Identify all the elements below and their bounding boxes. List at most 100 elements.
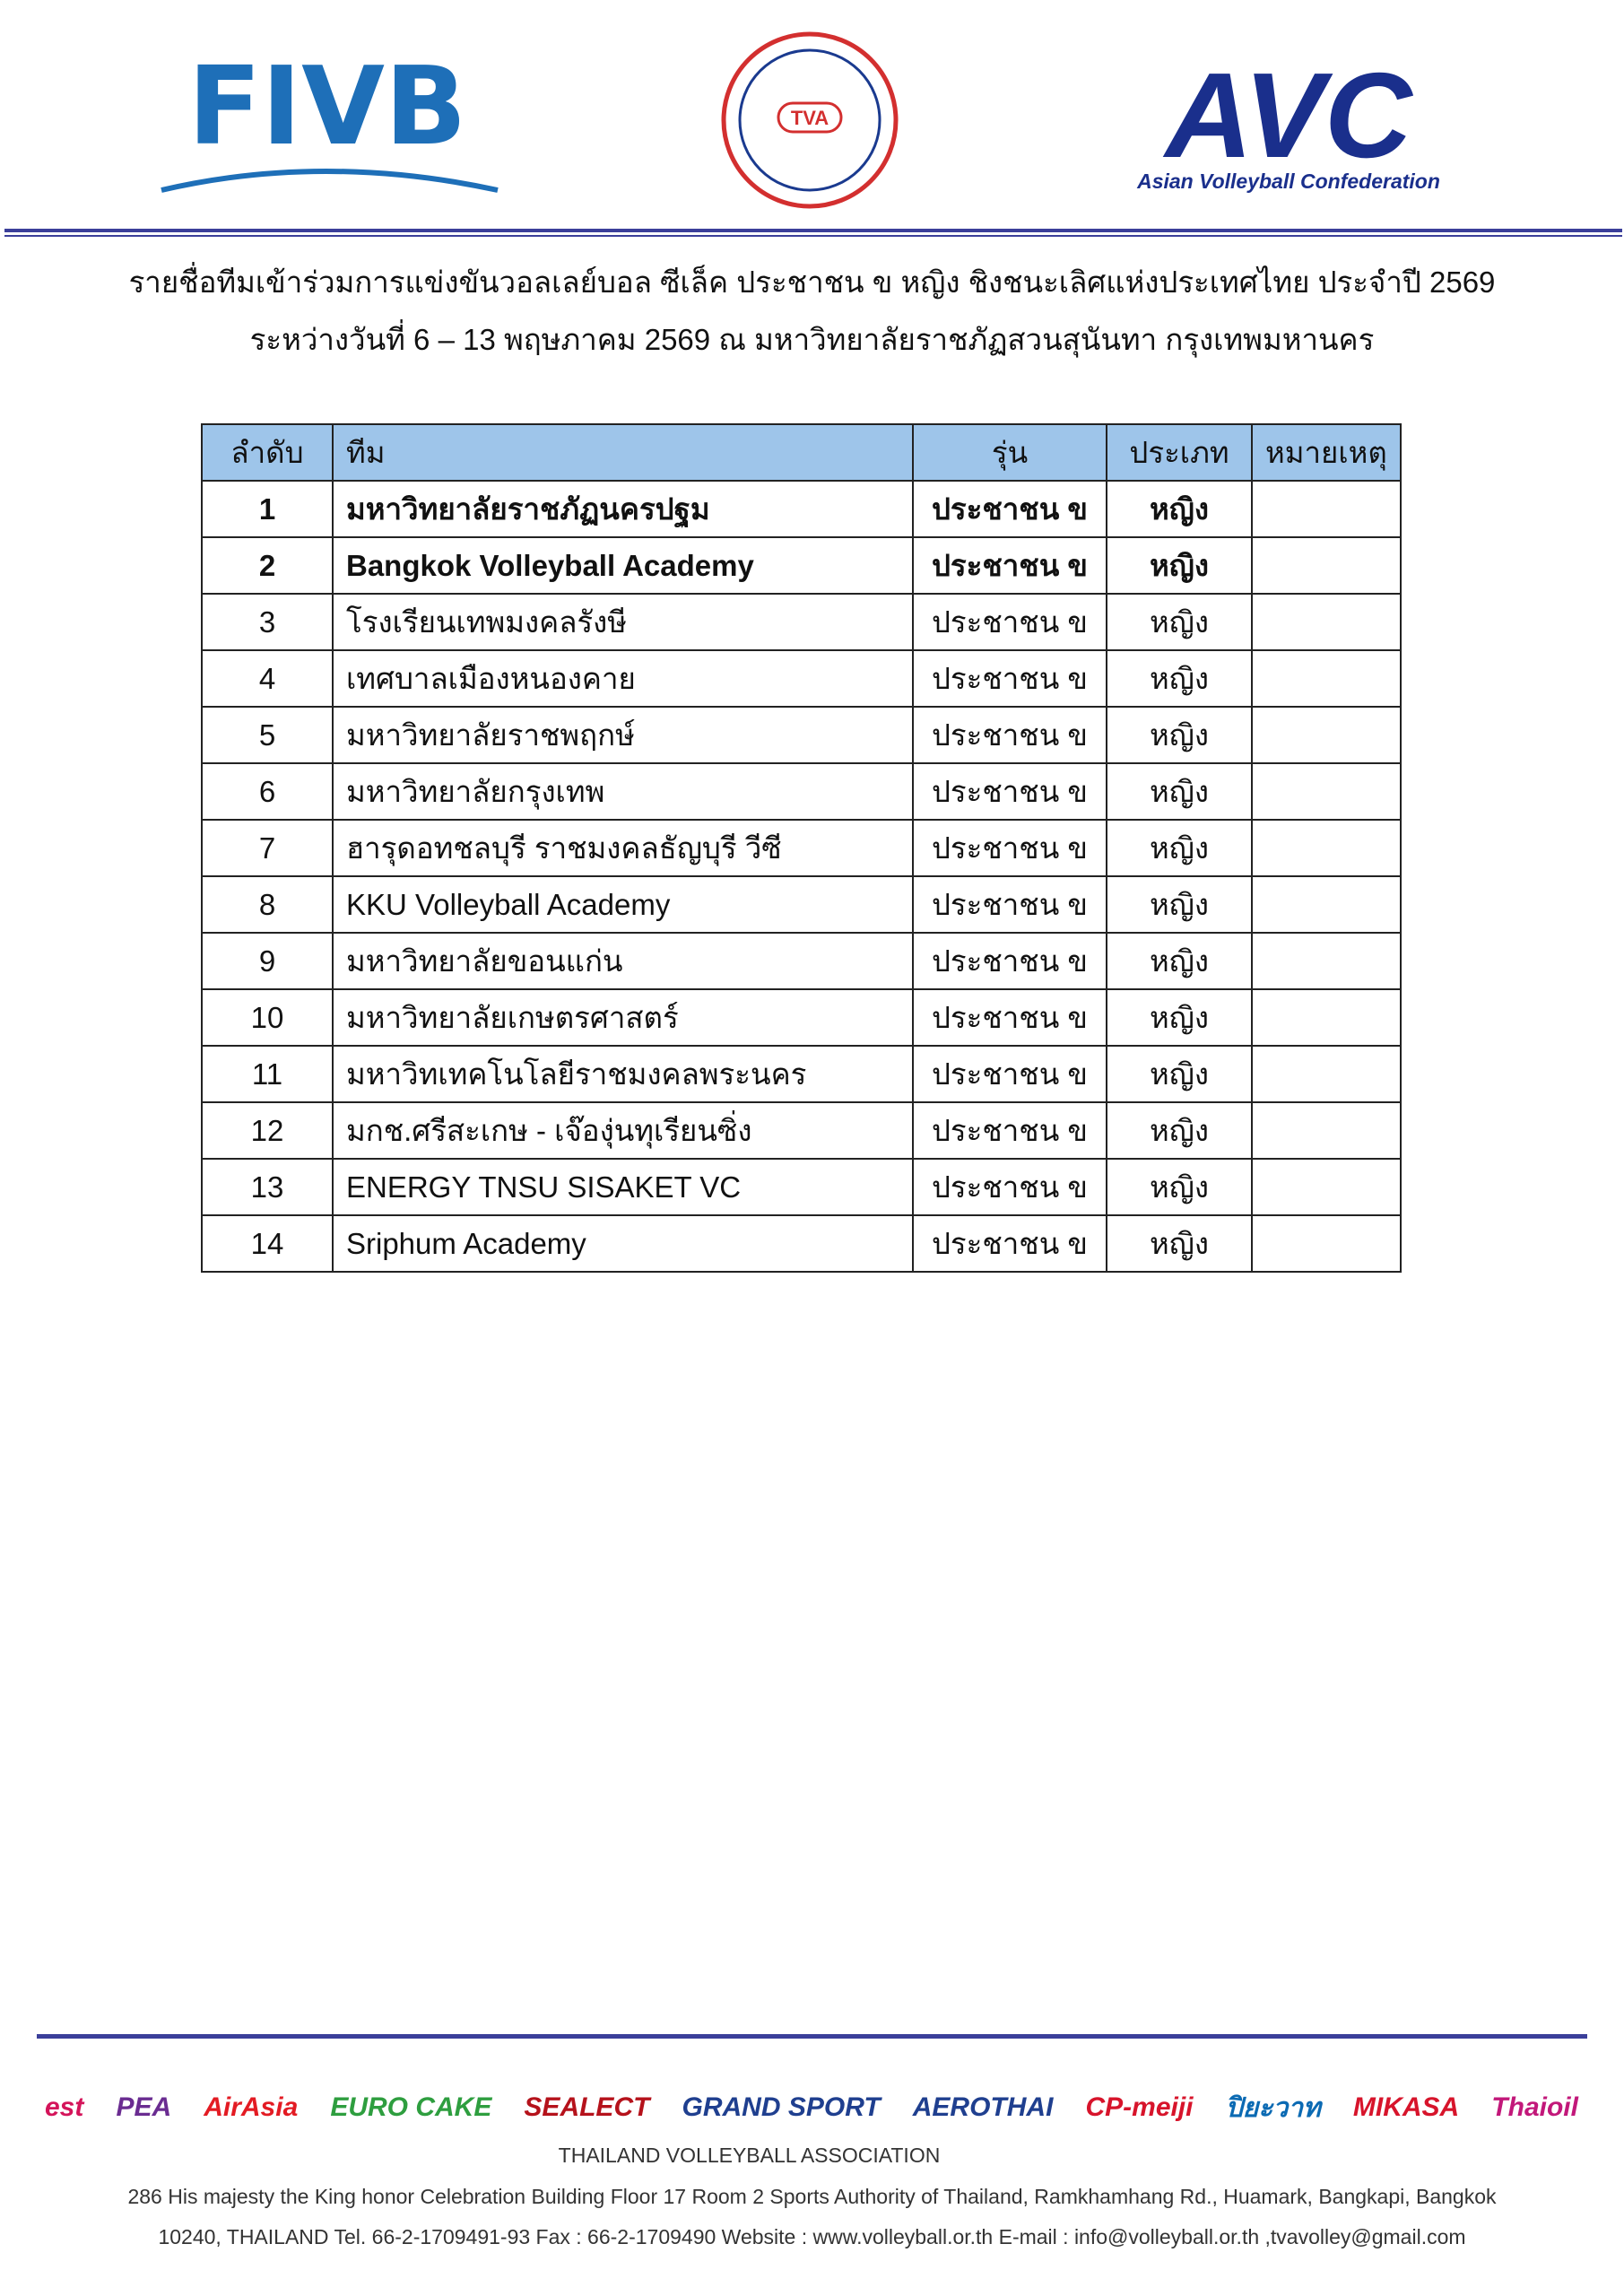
table-cell: KKU Volleyball Academy [332, 875, 914, 934]
table-cell: หญิง [1106, 875, 1253, 934]
table-cell [1251, 480, 1402, 538]
organization: THAILAND VOLLEYBALL ASSOCIATION [558, 2144, 941, 2167]
table-row: 3 โรงเรียนเทพมงคลรังษี ประชาชน ขหญิง [201, 593, 1402, 651]
table-cell: หญิง [1106, 932, 1253, 990]
header-row: ลำดับ ทีม รุ่น ประเภท หมายเหตุ [201, 423, 1402, 482]
address-line: 10240, THAILAND Tel. 66-2-1709491-93 Fax… [158, 2225, 1466, 2248]
sponsor-logo: EURO CAKE [330, 2092, 492, 2122]
column-header: ลำดับ [201, 423, 334, 482]
table-cell: เทศบาลเมืองหนองคาย [332, 649, 914, 708]
table-row: 12 มกช.ศรีสะเกษ - เจ๊องุ่นทุเรียนซิ่ง ประช… [201, 1101, 1402, 1160]
table-cell [1251, 1214, 1402, 1273]
table-cell: ประชาชน ข [912, 593, 1107, 651]
table-cell: หญิง [1106, 1158, 1253, 1216]
table-cell: หญิง [1106, 988, 1253, 1047]
table-cell: หญิง [1106, 1101, 1253, 1160]
table-cell: ENERGY TNSU SISAKET VC [332, 1158, 914, 1216]
table-row: 10 มหาวิทยาลัยเกษตรศาสตร์ ประชาชน ขหญิง [201, 988, 1402, 1047]
table-cell: ประชาชน ข [912, 1101, 1107, 1160]
sponsor-logo: PEA [116, 2092, 172, 2122]
table-cell: หญิง [1106, 480, 1253, 538]
table-cell [1251, 593, 1402, 651]
table-cell: 14 [201, 1214, 334, 1273]
column-header: ประเภท [1106, 423, 1253, 482]
tva-logo: TVA [791, 107, 829, 129]
sponsor-strip: est PEA AirAsia EURO CAKE SEALECT GRAND SPORT… [45, 2072, 1578, 2144]
table-cell: ประชาชน ข [912, 536, 1107, 595]
table-cell: ประชาชน ข [912, 875, 1107, 934]
title: รายชื่อทีมเข้าร่วมการแข่งขันวอลเลย์บอล ซ… [128, 265, 1496, 299]
table-cell: 8 [201, 875, 334, 934]
table-cell [1251, 988, 1402, 1047]
table-row: 9 มหาวิทยาลัยขอนแก่น ประชาชน ขหญิง [201, 932, 1402, 990]
table-cell: 2 [201, 536, 334, 595]
header-rule-thin [4, 235, 1622, 237]
table-cell: มหาวิทยาลัยราชพฤกษ์ [332, 706, 914, 764]
table-cell: ประชาชน ข [912, 1045, 1107, 1103]
table-cell: หญิง [1106, 762, 1253, 821]
table-cell: หญิง [1106, 819, 1253, 877]
table-cell: 3 [201, 593, 334, 651]
sponsor-logo: AirAsia [204, 2092, 299, 2122]
table-cell: ประชาชน ข [912, 649, 1107, 708]
table-row: 13 ENERGY TNSU SISAKET VC ประชาชน ขหญิง [201, 1158, 1402, 1216]
table-cell: 1 [201, 480, 334, 538]
table-cell: 13 [201, 1158, 334, 1216]
team-table: ลำดับ ทีม รุ่น ประเภท หมายเหตุ 1 มหาวิทยาลัยรา… [201, 423, 1402, 1273]
table-row: 4 เทศบาลเมืองหนองคาย ประชาชน ขหญิง [201, 649, 1402, 708]
table-row: 8 KKU Volleyball Academy ประชาชน ขหญิง [201, 875, 1402, 934]
table-cell: หญิง [1106, 593, 1253, 651]
fivb-logo: FIVB [188, 45, 467, 170]
sponsor-logo: GRAND SPORT [682, 2092, 881, 2122]
sponsor-logo: est [45, 2092, 84, 2122]
column-header: รุ่น [912, 423, 1107, 482]
table-cell: ประชาชน ข [912, 1214, 1107, 1273]
table-cell: 5 [201, 706, 334, 764]
sponsor-logo: CP-meiji [1085, 2092, 1194, 2122]
table-cell: ประชาชน ข [912, 819, 1107, 877]
table-cell [1251, 819, 1402, 877]
table-cell [1251, 762, 1402, 821]
table-cell: โรงเรียนเทพมงคลรังษี [332, 593, 914, 651]
sponsor-logo: ปิยะวาท [1225, 2092, 1321, 2123]
table-row: 7 ฮารุดอทชลบุรี ราชมงคลธัญบุรี วีซี ประชาช… [201, 819, 1402, 877]
table-cell [1251, 1045, 1402, 1103]
table-row: 5 มหาวิทยาลัยราชพฤกษ์ ประชาชน ขหญิง [201, 706, 1402, 764]
table-cell: ประชาชน ข [912, 762, 1107, 821]
table-cell [1251, 706, 1402, 764]
table-cell: 9 [201, 932, 334, 990]
table-cell: ประชาชน ข [912, 706, 1107, 764]
table-cell: มหาวิทยาลัยขอนแก่น [332, 932, 914, 990]
table-cell: Sriphum Academy [332, 1214, 914, 1273]
table-cell: 7 [201, 819, 334, 877]
table-cell: หญิง [1106, 706, 1253, 764]
column-header: ทีม [332, 423, 914, 482]
table-cell: ประชาชน ข [912, 988, 1107, 1047]
column-header: หมายเหตุ [1251, 423, 1402, 482]
tva-badge [777, 101, 843, 134]
table-cell [1251, 536, 1402, 595]
table-cell: หญิง [1106, 1045, 1253, 1103]
footer-rule [37, 2034, 1587, 2039]
table-row: 6 มหาวิทยาลัยกรุงเทพ ประชาชน ขหญิง [201, 762, 1402, 821]
table-cell: 6 [201, 762, 334, 821]
table-cell: มหาวิทยาลัยราชภัฏนครปฐม [332, 480, 914, 538]
avc-logo: AVC [1162, 48, 1414, 183]
sponsor-logo: MIKASA [1352, 2092, 1460, 2122]
table-cell: ฮารุดอทชลบุรี ราชมงคลธัญบุรี วีซี [332, 819, 914, 877]
sponsor-logo: AEROTHAI [912, 2092, 1054, 2122]
table-cell: มหาวิทยาลัยเกษตรศาสตร์ [332, 988, 914, 1047]
table-cell: มกช.ศรีสะเกษ - เจ๊องุ่นทุเรียนซิ่ง [332, 1101, 914, 1160]
table-cell [1251, 875, 1402, 934]
table-cell [1251, 649, 1402, 708]
table-cell: หญิง [1106, 1214, 1253, 1273]
table-cell [1251, 932, 1402, 990]
table-cell: ประชาชน ข [912, 932, 1107, 990]
table-cell: หญิง [1106, 536, 1253, 595]
table-row: 2 Bangkok Volleyball Academy ประชาชน ขหญิง [201, 536, 1402, 595]
table-cell: 12 [201, 1101, 334, 1160]
header-rule [4, 229, 1622, 232]
table-cell: 10 [201, 988, 334, 1047]
table-cell: มหาวิทเทคโนโลยีราชมงคลพระนคร [332, 1045, 914, 1103]
